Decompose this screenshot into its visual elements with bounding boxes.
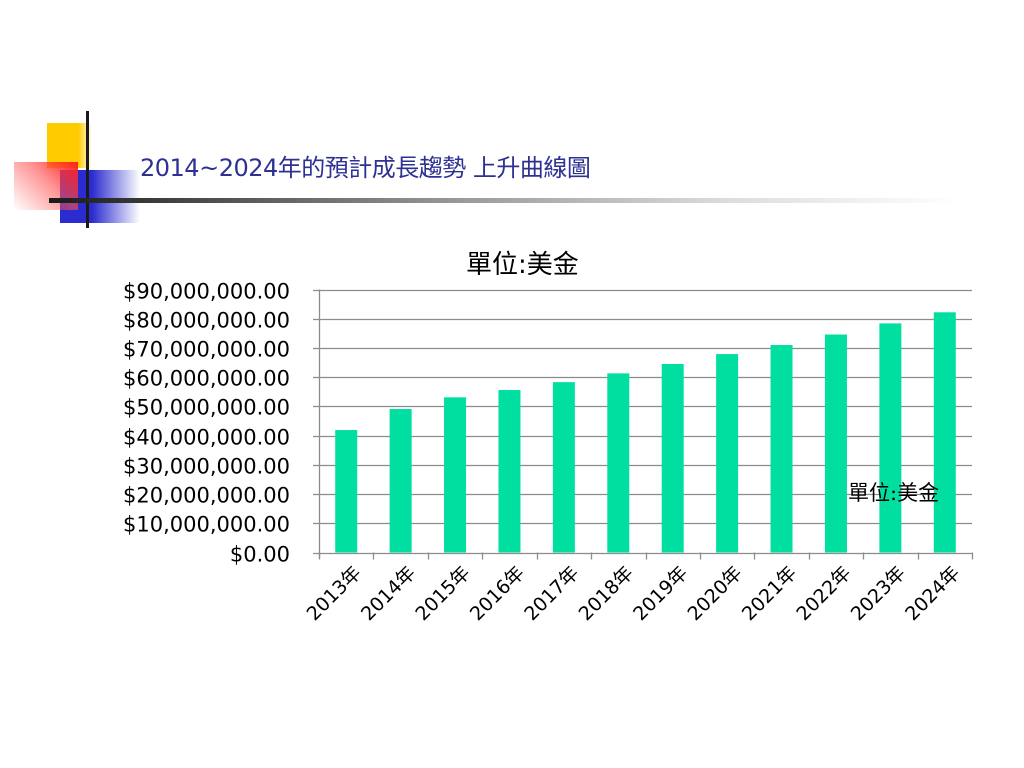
x-tick-label: 2014年 <box>357 562 420 625</box>
bar <box>824 334 847 553</box>
y-tick-label: $50,000,000.00 <box>123 396 290 420</box>
decor-yellow-square <box>47 123 92 168</box>
bar <box>607 373 630 553</box>
y-tick-label: $30,000,000.00 <box>123 455 290 479</box>
bar <box>335 430 358 553</box>
title-underline <box>49 198 959 203</box>
bar <box>444 397 467 553</box>
x-tick-label: 2020年 <box>683 562 746 625</box>
bar <box>552 382 575 553</box>
legend-entry: 單位:美金 <box>848 481 940 505</box>
bar <box>389 409 412 553</box>
x-axis-ticks: 2013年2014年2015年2016年2017年2018年2019年2020年… <box>303 562 965 625</box>
y-tick-label: $80,000,000.00 <box>123 309 290 333</box>
bar <box>716 354 739 553</box>
x-tick-label: 2016年 <box>466 562 529 625</box>
x-tick-label: 2018年 <box>575 562 638 625</box>
y-tick-label: $20,000,000.00 <box>123 484 290 508</box>
x-tick-label: 2021年 <box>738 562 801 625</box>
bar <box>770 345 793 553</box>
x-tick-label: 2024年 <box>901 562 964 625</box>
bar <box>879 323 902 553</box>
y-tick-label: $40,000,000.00 <box>123 426 290 450</box>
y-tick-label: $10,000,000.00 <box>123 513 290 537</box>
slide-title: 2014~2024年的預計成長趨勢 上升曲線圖 <box>140 154 591 182</box>
x-tick-label: 2023年 <box>847 562 910 625</box>
decor-vertical-line <box>86 111 89 228</box>
bar <box>498 390 521 553</box>
gridlines <box>313 289 972 555</box>
x-tick-label: 2013年 <box>303 562 366 625</box>
bar <box>661 364 684 553</box>
y-tick-label: $70,000,000.00 <box>123 338 290 362</box>
x-tick-label: 2017年 <box>520 562 583 625</box>
x-tick-label: 2015年 <box>411 562 474 625</box>
y-tick-label: $0.00 <box>230 543 290 567</box>
x-tick-label: 2022年 <box>792 562 855 625</box>
bars <box>335 312 956 553</box>
x-tick-label: 2019年 <box>629 562 692 625</box>
bar <box>933 312 956 553</box>
y-axis-ticks: $0.00 $10,000,000.00 $20,000,000.00 $30,000… <box>123 280 290 567</box>
y-tick-label: $60,000,000.00 <box>123 367 290 391</box>
y-tick-label: $90,000,000.00 <box>123 280 290 304</box>
axes <box>318 289 974 560</box>
chart-title: 單位:美金 <box>466 250 579 280</box>
